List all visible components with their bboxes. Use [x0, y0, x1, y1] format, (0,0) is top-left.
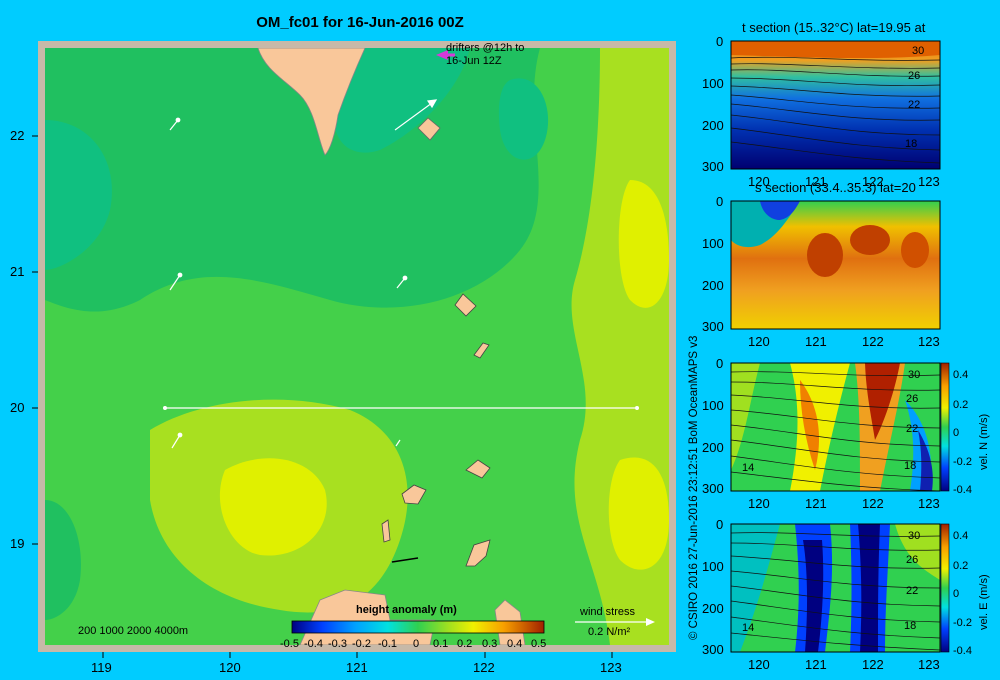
lat-tick-label: 19 [10, 536, 25, 551]
contour-label: 22 [908, 99, 921, 111]
colorbar-tick: -0.4 [304, 638, 323, 650]
contour-label: 22 [906, 423, 919, 435]
colorbar-tick: -0.1 [378, 638, 397, 650]
vel-tick: 0.2 [953, 399, 969, 411]
vel-n-section-panel [730, 362, 950, 492]
vel-tick: -0.2 [953, 456, 972, 468]
depth-tick: 200 [702, 440, 724, 455]
drifters-note-line2: 16-Jun 12Z [446, 55, 502, 67]
vel-tick: 0.4 [953, 530, 969, 542]
depth-tick: 100 [702, 559, 724, 574]
contour-label: 18 [905, 138, 918, 150]
vel-n-axis-label: vel. N (m/s) [978, 413, 990, 470]
depth-tick: 300 [702, 159, 724, 174]
lon-tick: 121 [805, 657, 827, 672]
lon-tick-label: 121 [346, 660, 368, 675]
vel-tick: -0.4 [953, 484, 972, 496]
lon-tick: 121 [805, 496, 827, 511]
vel-tick: -0.4 [953, 645, 972, 657]
s-section-panel [730, 200, 941, 330]
map-ticks [32, 135, 613, 658]
bathymetry-legend: 200 1000 2000 4000m [78, 625, 189, 637]
lon-tick-label: 120 [219, 660, 241, 675]
contour-label: 30 [908, 369, 921, 381]
depth-tick: 200 [702, 278, 724, 293]
lon-tick: 120 [748, 174, 770, 189]
wind-stress-label: wind stress [580, 606, 636, 618]
depth-tick: 100 [702, 236, 724, 251]
colorbar-tick: 0 [413, 638, 420, 650]
contour-label: 14 [742, 622, 755, 634]
t-section-title: t section (15..32°C) lat=19.95 at [742, 20, 926, 35]
lon-tick-label: 123 [600, 660, 622, 675]
vel-tick: 0.2 [953, 560, 969, 572]
colorbar-tick: 0.1 [433, 638, 449, 650]
colorbar-title: height anomaly (m) [356, 604, 457, 616]
depth-tick: 200 [702, 601, 724, 616]
lon-tick: 123 [918, 174, 940, 189]
vel-e-section-panel [730, 523, 950, 653]
depth-tick: 0 [716, 34, 724, 49]
depth-tick: 100 [702, 76, 724, 91]
colorbar-tick: -0.3 [328, 638, 347, 650]
contour-label: 30 [908, 530, 921, 542]
vel-tick: -0.2 [953, 617, 972, 629]
contour-label: 14 [742, 462, 755, 474]
lon-tick: 123 [918, 657, 940, 672]
colorbar-tick: 0.5 [531, 638, 547, 650]
contour-label: 26 [906, 554, 919, 566]
depth-tick: 300 [702, 642, 724, 657]
wind-stress-scale: 0.2 N/m² [588, 626, 631, 638]
lon-tick: 123 [918, 496, 940, 511]
colorbar-tick: -0.5 [280, 638, 299, 650]
drifters-note-line1: drifters @12h to [446, 42, 525, 54]
lat-tick-label: 21 [10, 264, 25, 279]
depth-tick: 0 [716, 356, 724, 371]
depth-tick: 200 [702, 118, 724, 133]
contour-label: 18 [904, 620, 917, 632]
vel-tick: 0 [953, 427, 960, 439]
contour-label: 22 [906, 585, 919, 597]
contour-label: 30 [912, 45, 925, 57]
depth-tick: 300 [702, 481, 724, 496]
lon-tick: 120 [748, 496, 770, 511]
lon-tick: 122 [862, 174, 884, 189]
lon-tick: 122 [862, 334, 884, 349]
colorbar-tick: -0.2 [352, 638, 371, 650]
colorbar-tick: 0.4 [507, 638, 523, 650]
lon-tick-label: 119 [91, 660, 112, 675]
t-section-panel [730, 40, 941, 170]
depth-tick: 0 [716, 194, 724, 209]
s-section-title: s section (33.4..35.3) lat=20 [755, 180, 916, 195]
lon-tick: 122 [862, 496, 884, 511]
vel-tick: 0.4 [953, 369, 969, 381]
lon-tick: 121 [805, 334, 827, 349]
lon-tick-label: 122 [473, 660, 495, 675]
vel-tick: 0 [953, 588, 960, 600]
credit-line: © CSIRO 2016 27-Jun-2016 23:12:51 BoM Oc… [688, 335, 700, 640]
vel-e-axis-label: vel. E (m/s) [978, 574, 990, 630]
lon-tick: 121 [805, 174, 827, 189]
depth-tick: 300 [702, 319, 724, 334]
lon-tick: 122 [862, 657, 884, 672]
sea-height-field [45, 48, 669, 645]
contour-label: 18 [904, 460, 917, 472]
lon-tick: 123 [918, 334, 940, 349]
colorbar-tick: 0.3 [482, 638, 498, 650]
depth-tick: 0 [716, 517, 724, 532]
contour-label: 26 [908, 70, 921, 82]
contour-label: 26 [906, 393, 919, 405]
lon-tick: 120 [748, 657, 770, 672]
colorbar-tick: 0.2 [457, 638, 473, 650]
lat-tick-label: 20 [10, 400, 25, 415]
lat-tick-label: 22 [10, 128, 25, 143]
map-title: OM_fc01 for 16-Jun-2016 00Z [256, 14, 464, 31]
depth-tick: 100 [702, 398, 724, 413]
lon-tick: 120 [748, 334, 770, 349]
